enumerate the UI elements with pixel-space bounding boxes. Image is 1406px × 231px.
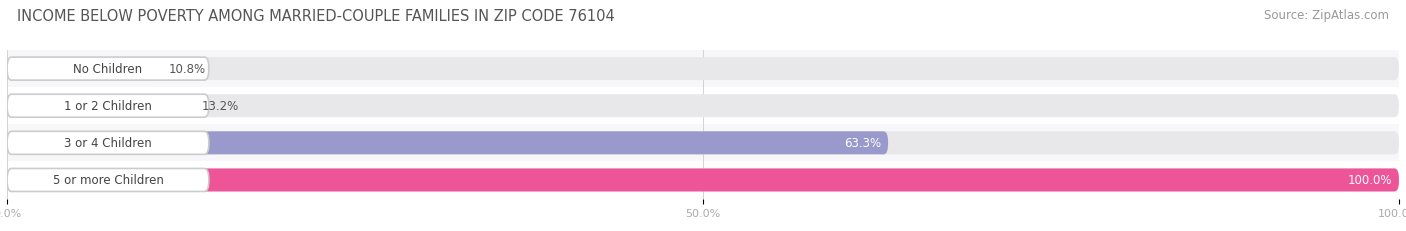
FancyBboxPatch shape bbox=[7, 169, 209, 192]
Text: 13.2%: 13.2% bbox=[202, 100, 239, 113]
Text: 1 or 2 Children: 1 or 2 Children bbox=[65, 100, 152, 113]
FancyBboxPatch shape bbox=[7, 95, 1399, 118]
FancyBboxPatch shape bbox=[7, 132, 209, 155]
FancyBboxPatch shape bbox=[7, 95, 191, 118]
FancyBboxPatch shape bbox=[7, 132, 1399, 155]
FancyBboxPatch shape bbox=[7, 162, 1399, 199]
Text: 3 or 4 Children: 3 or 4 Children bbox=[65, 137, 152, 150]
Text: 63.3%: 63.3% bbox=[844, 137, 882, 150]
FancyBboxPatch shape bbox=[7, 132, 889, 155]
FancyBboxPatch shape bbox=[7, 58, 1399, 81]
FancyBboxPatch shape bbox=[7, 95, 209, 118]
Text: 10.8%: 10.8% bbox=[169, 63, 205, 76]
FancyBboxPatch shape bbox=[7, 58, 209, 81]
Text: INCOME BELOW POVERTY AMONG MARRIED-COUPLE FAMILIES IN ZIP CODE 76104: INCOME BELOW POVERTY AMONG MARRIED-COUPL… bbox=[17, 9, 614, 24]
Text: 100.0%: 100.0% bbox=[1347, 174, 1392, 187]
Text: No Children: No Children bbox=[73, 63, 142, 76]
FancyBboxPatch shape bbox=[7, 58, 157, 81]
FancyBboxPatch shape bbox=[7, 169, 1399, 192]
FancyBboxPatch shape bbox=[7, 51, 1399, 88]
Text: 5 or more Children: 5 or more Children bbox=[52, 174, 163, 187]
FancyBboxPatch shape bbox=[7, 125, 1399, 162]
Text: Source: ZipAtlas.com: Source: ZipAtlas.com bbox=[1264, 9, 1389, 22]
FancyBboxPatch shape bbox=[7, 169, 1399, 192]
FancyBboxPatch shape bbox=[7, 88, 1399, 125]
